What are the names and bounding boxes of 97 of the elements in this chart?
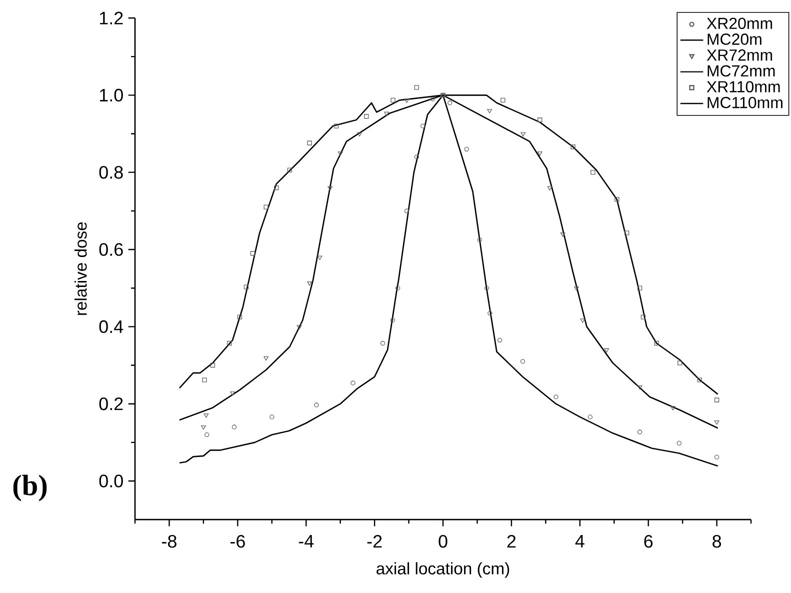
point xyxy=(654,340,659,346)
y-tick-label: 0.2 xyxy=(99,397,123,410)
point xyxy=(204,414,209,418)
point xyxy=(614,197,620,202)
point xyxy=(500,98,506,103)
point xyxy=(202,378,207,382)
x-tick-label: -4 xyxy=(298,534,314,548)
point xyxy=(237,314,242,320)
point xyxy=(637,430,642,434)
point xyxy=(307,282,312,286)
point xyxy=(487,109,492,114)
point xyxy=(390,98,396,103)
point xyxy=(338,152,343,156)
point xyxy=(396,286,400,290)
point xyxy=(484,286,490,290)
legend-label: XR20mm xyxy=(706,18,772,30)
y-tick-label: 0.6 xyxy=(99,243,123,256)
point xyxy=(560,232,566,237)
point xyxy=(448,100,452,106)
point xyxy=(497,338,502,343)
legend-label: XR110mm xyxy=(706,81,780,92)
point xyxy=(430,96,436,102)
x-tick-label: 4 xyxy=(575,534,584,548)
point xyxy=(590,170,596,175)
text: (b) xyxy=(13,474,47,502)
legend-label: MC72mm xyxy=(708,65,775,77)
point xyxy=(588,414,592,420)
x-tick-label: 2 xyxy=(507,534,516,548)
point xyxy=(714,454,720,460)
point xyxy=(307,140,312,146)
point xyxy=(380,340,386,346)
point xyxy=(364,114,369,119)
x-axis-title: axial location (cm) xyxy=(376,562,510,578)
point xyxy=(328,186,332,191)
point xyxy=(477,238,482,242)
point xyxy=(296,325,302,330)
point xyxy=(624,230,630,236)
point xyxy=(676,440,682,446)
legend-label: MC20m xyxy=(708,34,762,45)
point xyxy=(334,124,339,128)
point xyxy=(538,118,542,122)
point xyxy=(317,256,322,260)
point xyxy=(637,286,642,290)
point xyxy=(404,208,410,214)
x-tick-label: -6 xyxy=(230,534,245,548)
point xyxy=(520,359,526,364)
x-tick-label: 0 xyxy=(438,534,448,548)
point xyxy=(230,392,235,396)
point xyxy=(414,85,419,90)
y-axis-title: relative dose xyxy=(74,222,87,315)
legend-label: MC110mm xyxy=(708,96,782,108)
point xyxy=(537,152,542,156)
point xyxy=(232,424,237,430)
x-tick-label: 8 xyxy=(712,534,722,548)
point xyxy=(714,420,720,425)
y-tick-label: 0.8 xyxy=(99,166,123,179)
point xyxy=(250,251,256,256)
point xyxy=(227,340,232,346)
point xyxy=(670,406,676,410)
point xyxy=(570,144,576,150)
point xyxy=(270,414,274,420)
point xyxy=(677,360,682,366)
point xyxy=(350,380,356,386)
point xyxy=(404,98,410,103)
point xyxy=(384,112,389,116)
point xyxy=(287,168,292,172)
point xyxy=(637,385,642,390)
point xyxy=(520,132,526,136)
y-tick-label: 1.0 xyxy=(100,88,123,102)
point xyxy=(488,310,492,316)
point xyxy=(357,132,362,136)
point xyxy=(640,314,646,320)
x-tick-label: -2 xyxy=(367,534,382,548)
point xyxy=(414,154,419,160)
point xyxy=(714,398,720,402)
point xyxy=(604,348,610,353)
point xyxy=(580,318,586,323)
y-tick-label: 0.4 xyxy=(99,320,124,334)
x-tick-label: -8 xyxy=(162,534,176,548)
point xyxy=(554,394,558,400)
point xyxy=(274,185,279,190)
point xyxy=(314,402,319,408)
point xyxy=(464,146,469,152)
point xyxy=(244,284,249,290)
point xyxy=(264,356,268,361)
point xyxy=(264,204,268,210)
point xyxy=(204,432,210,438)
x-tick-label: 6 xyxy=(644,534,653,548)
y-tick-label: 1.2 xyxy=(100,12,123,24)
point xyxy=(697,378,702,382)
point xyxy=(201,425,206,430)
point xyxy=(210,362,216,368)
legend-label: XR72mm xyxy=(706,49,772,61)
y-tick-label: 0.0 xyxy=(99,474,123,488)
point xyxy=(547,186,552,191)
point xyxy=(390,318,396,322)
point xyxy=(420,124,426,128)
